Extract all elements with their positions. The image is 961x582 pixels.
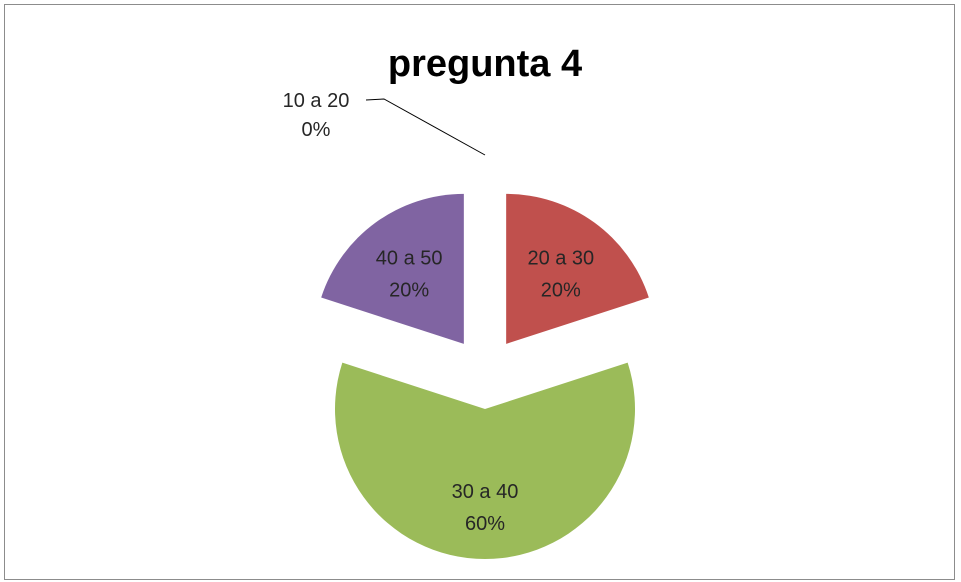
slice-category-label: 30 a 40: [452, 481, 519, 503]
slice-percent-label: 20%: [389, 280, 429, 302]
slice-20-a-30: [506, 193, 649, 344]
slice-category-label: 40 a 50: [376, 248, 443, 270]
slice-category-label: 10 a 20: [283, 90, 350, 112]
slice-40-a-50: [321, 193, 464, 344]
pie-labels: 10 a 20 0% 20 a 30 20% 30 a 40 60% 40 a 50 20%: [283, 90, 595, 535]
slice-percent-label: 60%: [465, 513, 505, 535]
slice-percent-label: 20%: [541, 280, 581, 302]
callout-leader-line: [365, 98, 486, 156]
slice-30-a-40: [334, 362, 635, 560]
slice-category-label: 20 a 30: [527, 248, 594, 270]
chart-title: pregunta 4: [388, 43, 582, 85]
pie-slices: [321, 193, 649, 560]
slice-percent-label: 0%: [302, 119, 331, 141]
